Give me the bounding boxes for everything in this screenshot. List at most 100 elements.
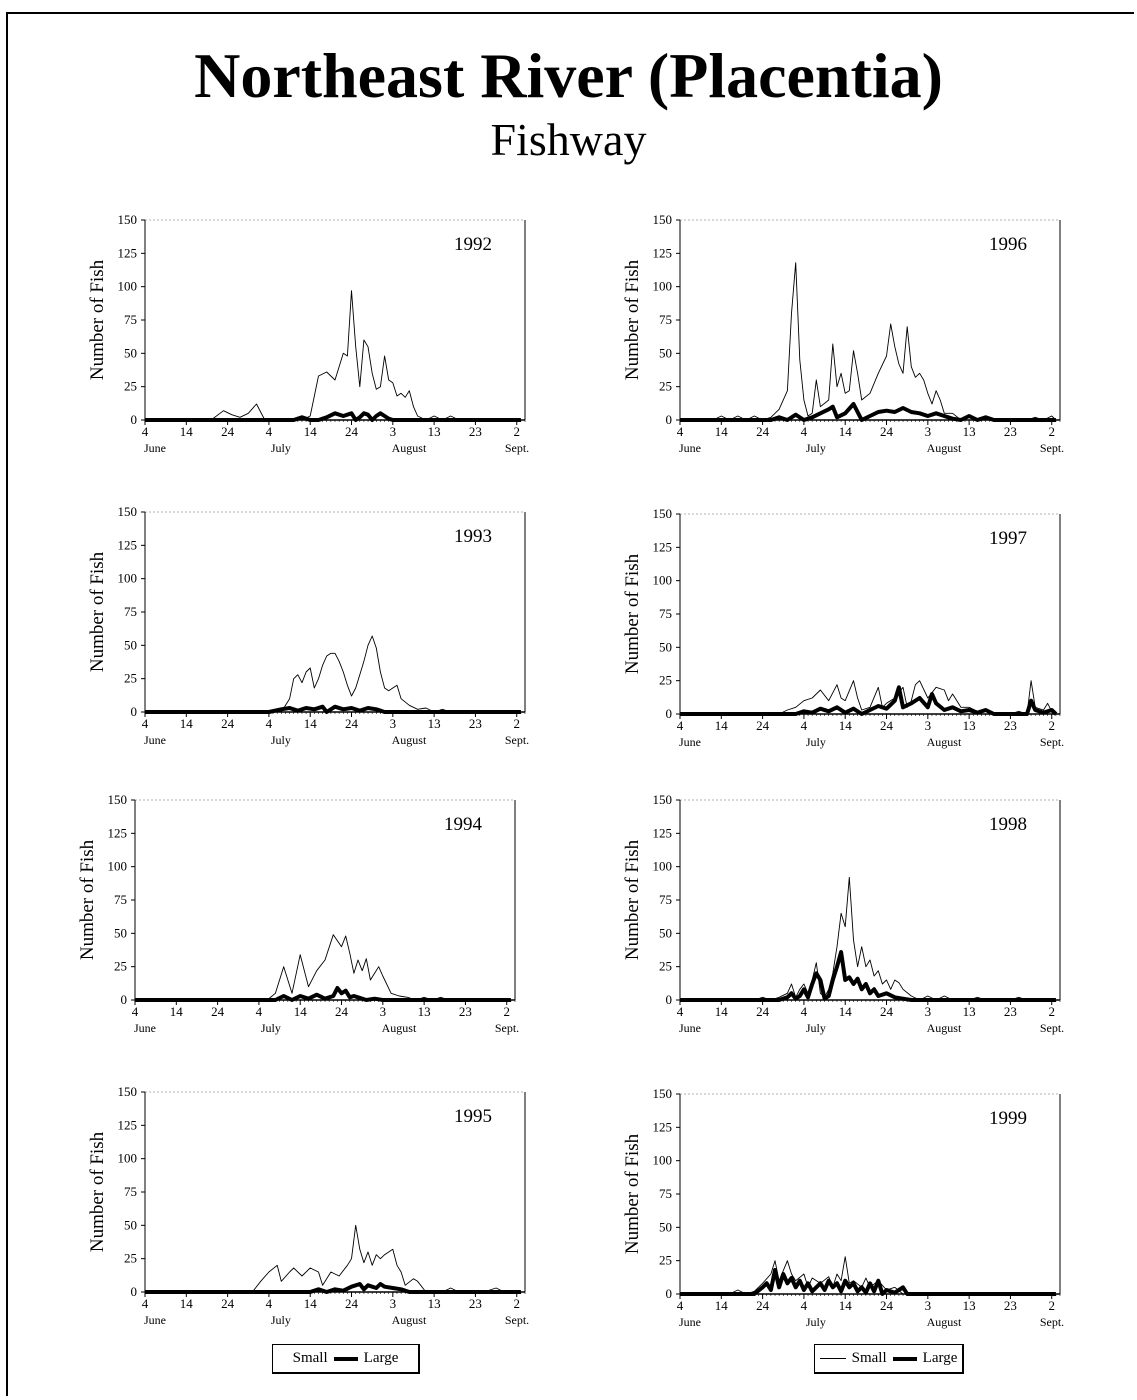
y-axis-label: Number of Fish (622, 259, 643, 380)
x-tick-label: 23 (469, 716, 482, 731)
y-tick-label: 100 (118, 1151, 138, 1166)
y-axis-label: Number of Fish (87, 1131, 108, 1252)
legend-small-label: Small (851, 1350, 887, 1366)
y-tick-label: 75 (124, 1184, 137, 1199)
x-tick-label: 4 (266, 424, 273, 439)
series-large-line (680, 1268, 1056, 1296)
month-label: June (679, 441, 701, 455)
x-tick-label: 24 (880, 1298, 894, 1313)
y-tick-label: 100 (653, 859, 673, 874)
x-tick-label: 24 (756, 1298, 770, 1313)
y-tick-label: 75 (659, 1186, 672, 1201)
series-small-line (680, 876, 1056, 1001)
month-label: June (144, 733, 166, 747)
month-label: July (806, 735, 826, 749)
month-label: July (261, 1021, 281, 1035)
x-tick-label: 23 (469, 1296, 482, 1311)
y-tick-label: 125 (653, 539, 673, 554)
y-tick-label: 50 (659, 1219, 672, 1234)
chart-1994: 0 25 50 75 100 125 150 Number of Fish 4 14 24 4 14 24… (77, 792, 519, 1035)
y-tick-label: 0 (666, 1286, 673, 1301)
year-label: 1996 (989, 234, 1027, 255)
y-axis-label: Number of Fish (622, 553, 643, 674)
x-tick-label: 24 (880, 424, 894, 439)
x-tick-label: 13 (428, 716, 441, 731)
x-tick-label: 14 (715, 1004, 729, 1019)
x-tick-label: 4 (677, 1004, 684, 1019)
year-label: 1992 (454, 234, 492, 255)
y-axis-label: Number of Fish (77, 839, 98, 960)
x-tick-label: 24 (756, 1004, 770, 1019)
y-tick-label: 150 (118, 212, 138, 227)
chart-1997: 0 25 50 75 100 125 150 Number of Fish 4 14 24 4 14 24… (622, 506, 1064, 749)
series-small-line (145, 635, 521, 713)
y-tick-label: 0 (666, 992, 673, 1007)
x-tick-label: 4 (677, 424, 684, 439)
y-tick-label: 25 (124, 379, 137, 394)
y-tick-label: 100 (653, 279, 673, 294)
x-tick-label: 14 (839, 1298, 853, 1313)
y-tick-label: 25 (124, 1251, 137, 1266)
x-tick-label: 4 (132, 1004, 139, 1019)
y-tick-label: 0 (131, 1284, 138, 1299)
x-tick-label: 4 (677, 1298, 684, 1313)
x-tick-label: 24 (756, 424, 770, 439)
x-tick-label: 3 (380, 1004, 387, 1019)
x-tick-label: 13 (428, 424, 441, 439)
year-label: 1995 (454, 1106, 492, 1127)
y-tick-label: 150 (653, 212, 673, 227)
y-tick-label: 25 (659, 959, 672, 974)
year-label: 1999 (989, 1108, 1027, 1129)
month-label: July (271, 733, 291, 747)
legend-large-label: Large (922, 1350, 958, 1366)
x-tick-label: 4 (801, 718, 808, 733)
x-tick-label: 2 (1048, 1298, 1055, 1313)
month-label: Sept. (1040, 735, 1064, 749)
y-axis-label: Number of Fish (622, 1133, 643, 1254)
x-tick-label: 3 (925, 1298, 932, 1313)
x-tick-label: 23 (469, 424, 482, 439)
month-label: Sept. (495, 1021, 519, 1035)
page-subtitle: Fishway (490, 114, 647, 165)
month-label: August (392, 441, 427, 455)
series-small-line (135, 934, 511, 1001)
x-tick-label: 3 (925, 718, 932, 733)
legend-small-label: Small (292, 1350, 328, 1366)
x-tick-label: 4 (266, 716, 273, 731)
month-label: August (927, 441, 962, 455)
y-tick-label: 0 (131, 704, 138, 719)
x-tick-label: 4 (256, 1004, 263, 1019)
y-tick-label: 150 (653, 792, 673, 807)
chart-1996: 0 25 50 75 100 125 150 Number of Fish 4 14 24 4 14 24… (622, 212, 1064, 455)
month-label: July (806, 441, 826, 455)
y-tick-label: 50 (124, 1217, 137, 1232)
x-tick-label: 3 (925, 1004, 932, 1019)
y-tick-label: 150 (118, 504, 138, 519)
y-tick-label: 100 (653, 573, 673, 588)
y-tick-label: 50 (659, 639, 672, 654)
y-tick-label: 150 (653, 1086, 673, 1101)
y-tick-label: 100 (108, 859, 128, 874)
y-tick-label: 75 (659, 606, 672, 621)
month-label: Sept. (505, 441, 529, 455)
x-tick-label: 4 (801, 424, 808, 439)
x-tick-label: 3 (390, 716, 397, 731)
x-tick-label: 4 (266, 1296, 273, 1311)
y-tick-label: 125 (118, 537, 138, 552)
y-tick-label: 50 (659, 345, 672, 360)
x-tick-label: 2 (513, 1296, 520, 1311)
x-tick-label: 14 (294, 1004, 308, 1019)
month-label: June (679, 1315, 701, 1329)
x-tick-label: 4 (142, 1296, 149, 1311)
month-label: July (271, 441, 291, 455)
x-tick-label: 14 (715, 718, 729, 733)
x-tick-label: 4 (142, 716, 149, 731)
x-tick-label: 13 (963, 718, 976, 733)
x-tick-label: 14 (304, 716, 318, 731)
x-tick-label: 13 (963, 1004, 976, 1019)
y-axis-label: Number of Fish (622, 839, 643, 960)
x-tick-label: 24 (221, 1296, 235, 1311)
month-label: Sept. (1040, 441, 1064, 455)
legend-large-swatch (333, 1356, 358, 1361)
y-tick-label: 50 (124, 637, 137, 652)
